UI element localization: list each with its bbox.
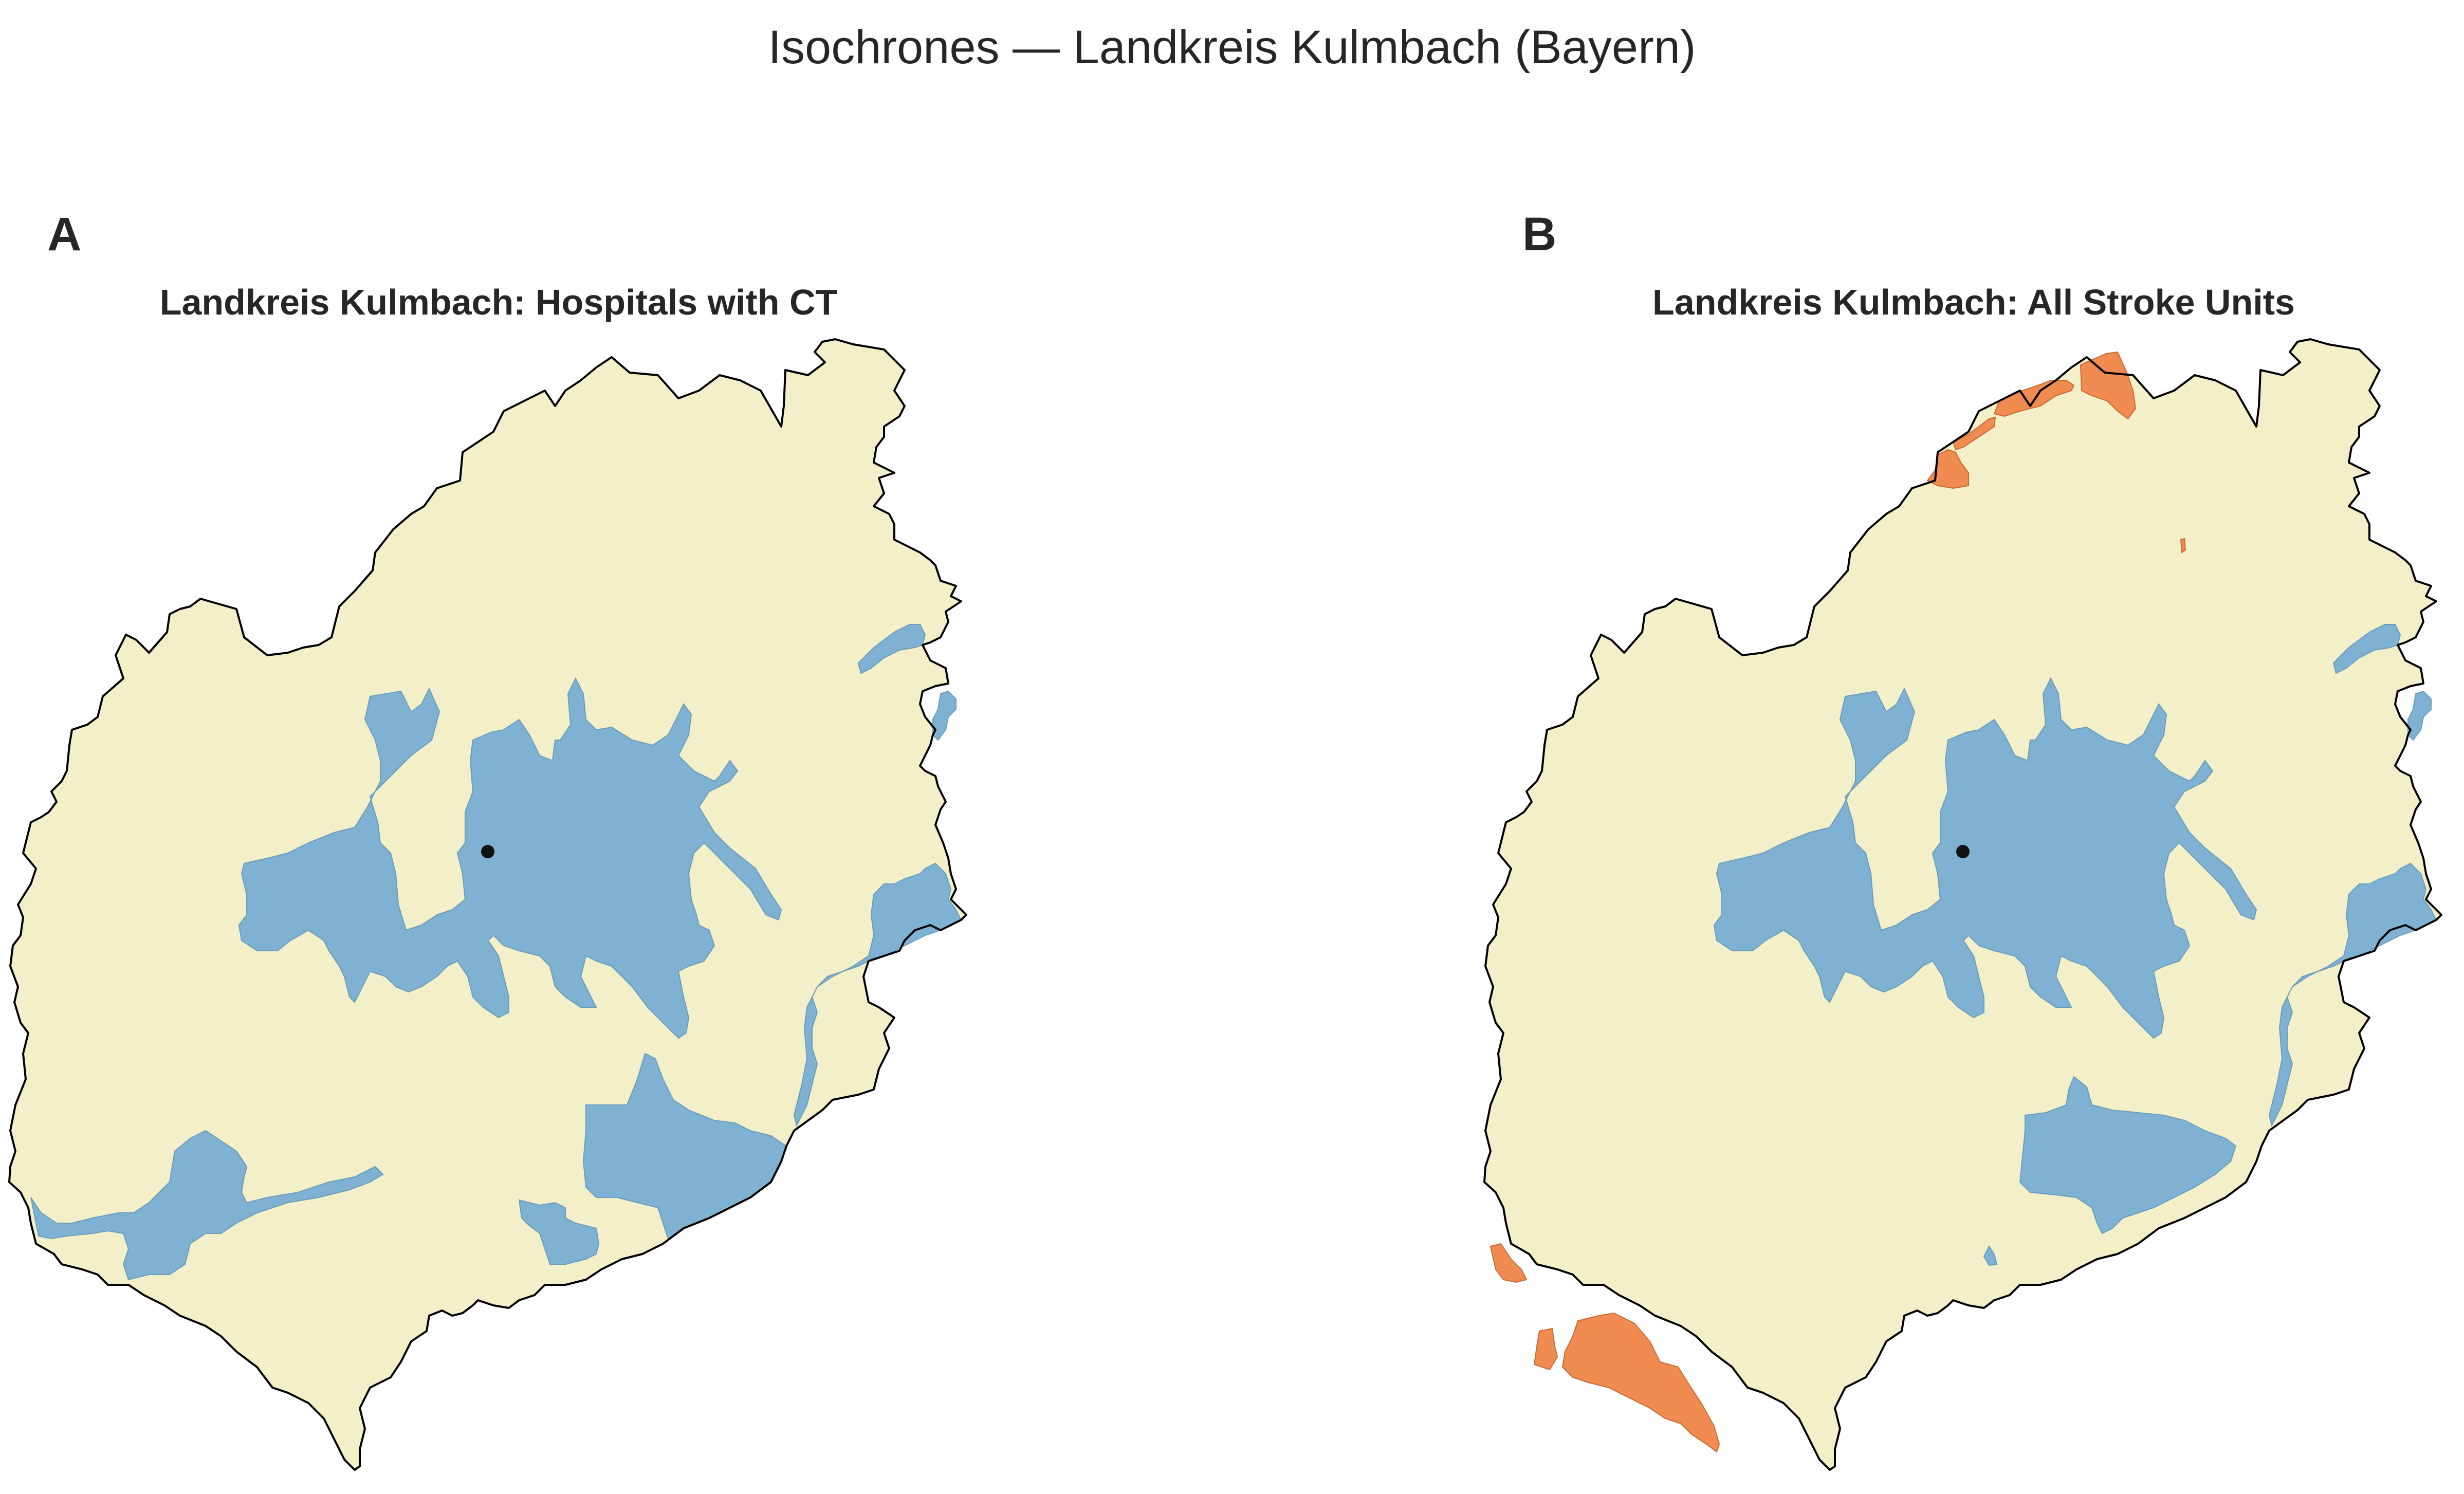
panel-b-southeast-reach-area <box>2019 1076 2237 1234</box>
panel-b-letter: B <box>1522 208 1557 261</box>
figure-title: Isochrones — Landkreis Kulmbach (Bayern) <box>768 21 1696 73</box>
panel-b-southwest-farther-area <box>1490 1243 1528 1283</box>
panel-b-east-edge-reach-area <box>2407 690 2432 741</box>
panel-b-north-farther-area-3 <box>1952 416 1996 451</box>
panel-b-farther-areas <box>1490 351 2186 1453</box>
panel-a-south-reach-area <box>518 1199 600 1265</box>
panel-a-title: Landkreis Kulmbach: Hospitals with CT <box>159 282 838 322</box>
panel-b-tiny-farther-area <box>2180 538 2186 554</box>
panel-a-southwest-reach-area <box>30 1130 384 1281</box>
panel-a-map <box>8 338 967 1471</box>
panel-b-title: Landkreis Kulmbach: All Stroke Units <box>1652 282 2295 322</box>
panel-b-south-farther-area-1 <box>1533 1327 1558 1371</box>
panel-b-facility-marker <box>1956 845 1970 858</box>
panel-a-letter: A <box>47 208 82 261</box>
panel-b-north-farther-area-1 <box>2080 351 2137 420</box>
panel-b-map <box>1483 338 2442 1471</box>
panel-a-facility-marker <box>481 845 494 858</box>
panel-b-south-farther-area-2 <box>1561 1312 1720 1453</box>
panel-a-central-reach-area <box>238 677 782 1039</box>
panel-b-small-south-reach-area <box>1983 1245 1998 1266</box>
panel-b-north-farther-area-2 <box>1993 380 2075 417</box>
panel-b-central-reach-area <box>1713 677 2257 1039</box>
panel-a-east-edge-reach-area <box>932 690 957 741</box>
